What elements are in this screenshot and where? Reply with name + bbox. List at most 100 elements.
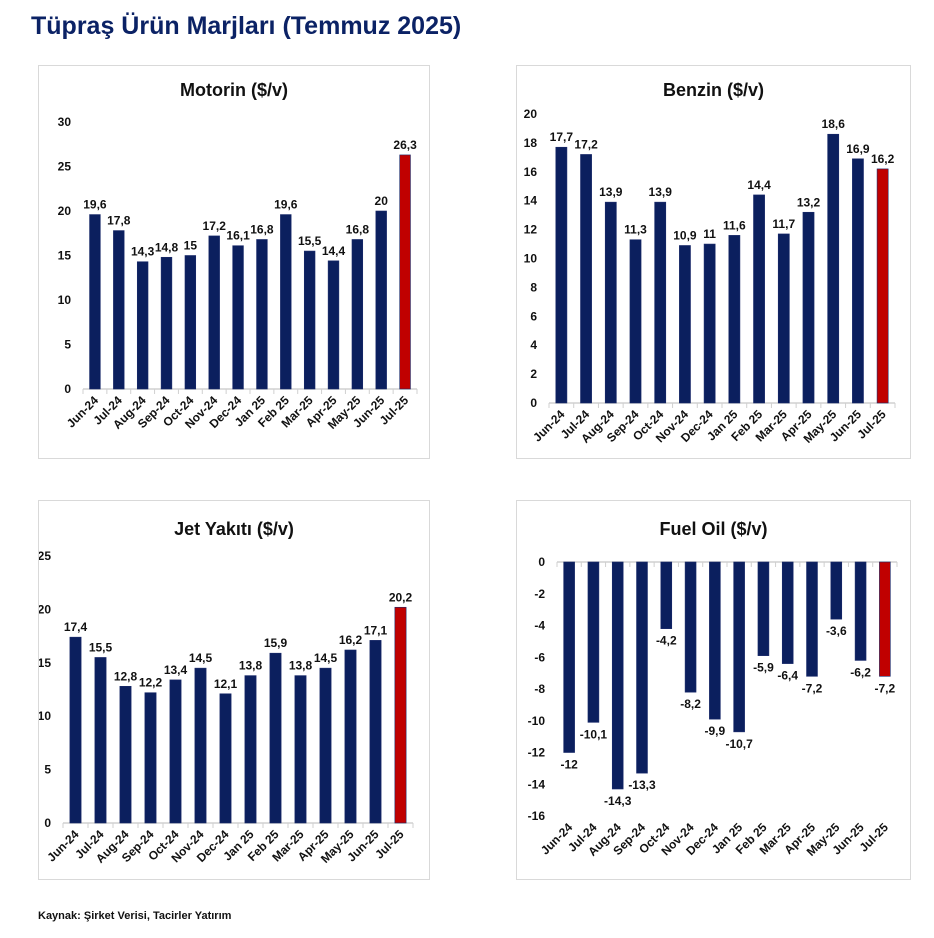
- bar: [654, 201, 667, 404]
- bar: [351, 239, 364, 390]
- data-label: 11,6: [723, 218, 746, 232]
- data-label: 13,8: [239, 659, 263, 673]
- data-label: -6,4: [777, 669, 798, 683]
- bar: [280, 214, 292, 390]
- page-title: Tüpraş Ürün Marjları (Temmuz 2025): [31, 12, 462, 40]
- data-label: -5,9: [753, 661, 774, 675]
- bar: [269, 652, 282, 824]
- chart-title: Jet Yakıtı ($/v): [174, 519, 294, 539]
- bar: [94, 657, 107, 824]
- bar: [119, 685, 132, 824]
- bar: [184, 255, 197, 390]
- data-label: 14,4: [322, 244, 346, 258]
- y-tick-label: 25: [39, 549, 51, 563]
- data-label: -4,2: [656, 634, 677, 648]
- bar: [636, 561, 648, 774]
- bar: [113, 230, 125, 390]
- bar: [144, 692, 157, 824]
- bar: [852, 158, 864, 404]
- y-tick-label: 8: [530, 280, 537, 294]
- y-tick-label: 0: [64, 382, 71, 396]
- data-label: 20,2: [389, 590, 413, 604]
- chart-fuel-oil: Fuel Oil ($/v)0-2-4-6-8-10-12-14-16-12Ju…: [528, 519, 898, 859]
- data-label: -10,1: [580, 727, 608, 741]
- chart-title: Benzin ($/v): [663, 80, 764, 100]
- data-label: -8,2: [680, 697, 701, 711]
- bar: [827, 133, 840, 404]
- bar: [777, 233, 790, 404]
- data-label: 11,3: [624, 223, 647, 237]
- bar: [319, 667, 332, 824]
- data-label: 14,8: [155, 240, 179, 254]
- bar: [69, 636, 82, 824]
- y-tick-label: -4: [534, 619, 545, 633]
- bar: [733, 561, 745, 733]
- y-tick-label: 15: [39, 656, 51, 670]
- bar: [684, 561, 697, 693]
- data-label: 14,5: [189, 651, 213, 665]
- data-label: 14,5: [314, 651, 338, 665]
- bar: [208, 235, 220, 390]
- bar: [854, 561, 867, 661]
- data-label: -13,3: [628, 778, 656, 792]
- data-label: 12,8: [114, 669, 138, 683]
- data-label: 17,2: [203, 219, 227, 233]
- bar: [294, 675, 307, 824]
- data-label: 17,7: [550, 130, 574, 144]
- x-tick-label: Jul-25: [854, 407, 889, 442]
- data-label: 12,2: [139, 676, 163, 690]
- data-label: 13,9: [599, 185, 623, 199]
- data-label: 16,8: [250, 222, 274, 236]
- y-tick-label: -14: [528, 777, 546, 791]
- data-label: 13,9: [649, 185, 673, 199]
- chart-panel-jet: Jet Yakıtı ($/v) 0 5 10 15 20 25 17,4 Jun-24 15,5…: [38, 500, 430, 880]
- bar: [830, 561, 843, 620]
- data-label: 19,6: [83, 198, 107, 212]
- bar: [89, 214, 101, 390]
- y-tick-label: 12: [524, 223, 538, 237]
- bar: [629, 239, 642, 404]
- data-label: 13,8: [289, 659, 313, 673]
- y-tick-label: 14: [524, 194, 538, 208]
- bar: [709, 561, 721, 720]
- data-label: 26,3: [393, 138, 417, 152]
- y-tick-label: 20: [39, 602, 51, 616]
- y-tick-label: 20: [58, 204, 72, 218]
- x-tick-label: Jun-24: [44, 827, 81, 864]
- y-tick-label: 6: [530, 309, 537, 323]
- bar: [587, 561, 600, 723]
- data-label: -9,9: [705, 724, 726, 738]
- bar: [256, 239, 268, 390]
- y-tick-label: 16: [524, 165, 538, 179]
- data-label: -6,2: [850, 665, 871, 679]
- data-label: 16,8: [346, 222, 370, 236]
- bar: [194, 667, 207, 824]
- y-tick-label: 4: [530, 338, 537, 352]
- y-tick-label: 0: [44, 816, 51, 830]
- y-tick-label: 20: [524, 107, 538, 121]
- bar: [806, 561, 818, 677]
- data-label: -3,6: [826, 624, 847, 638]
- y-tick-label: -6: [534, 650, 545, 664]
- bar: [728, 235, 741, 404]
- data-label: -10,7: [725, 737, 753, 751]
- chart-panel-benzin: Benzin ($/v) 0 2 4 6 8 10 12 14 16 18 20 17,7 Jun-24 1…: [516, 65, 911, 459]
- y-tick-label: -10: [528, 714, 546, 728]
- data-label: 14,4: [747, 178, 771, 192]
- chart-jet: Jet Yakıtı ($/v) 0 5 10 15 20 25 17,4 Jun-24 15,5…: [38, 519, 414, 866]
- data-label: 17,4: [64, 620, 88, 634]
- y-tick-label: 18: [524, 136, 538, 150]
- bar: [169, 679, 182, 824]
- chart-panel-fuel-oil: Fuel Oil ($/v) 0 -2 -4 -6 -8 -10 -12 -14 -16 -12 Ju…: [516, 500, 911, 880]
- chart-title: Fuel Oil ($/v): [659, 519, 767, 539]
- data-label: 16,2: [871, 152, 895, 166]
- bar: [375, 210, 387, 390]
- bar: [604, 201, 617, 404]
- data-label: 13,4: [164, 663, 188, 677]
- y-tick-label: 2: [530, 367, 537, 381]
- bar: [753, 194, 765, 404]
- y-tick-label: 5: [64, 338, 71, 352]
- data-label: 15,9: [264, 636, 288, 650]
- chart-benzin: Benzin ($/v) 0 2 4 6 8 10 12 14 16 18 20 17,7 Jun-24 1…: [524, 80, 896, 446]
- bar: [399, 154, 411, 390]
